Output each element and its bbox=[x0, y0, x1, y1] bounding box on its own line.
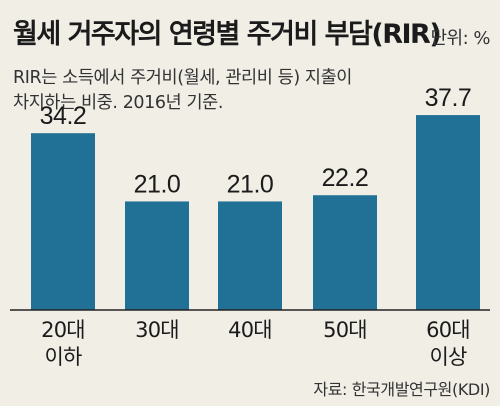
category-label: 60대 bbox=[426, 318, 470, 342]
subtitle-line: RIR는 소득에서 주거비(월세, 관리비 등) 지출이 bbox=[13, 68, 353, 88]
source-note: 자료: 한국개발연구원(KDI) bbox=[313, 380, 490, 399]
value-label: 34.2 bbox=[40, 102, 87, 130]
value-label: 37.7 bbox=[425, 84, 472, 112]
bar bbox=[313, 195, 377, 310]
chart-title: 월세 거주자의 연령별 주거비 부담(RIR) bbox=[13, 19, 442, 50]
bar bbox=[416, 115, 480, 310]
chart-subtitle: RIR는 소득에서 주거비(월세, 관리비 등) 지출이 차지하는 비중. 20… bbox=[13, 66, 433, 116]
category-label: 이상 bbox=[429, 345, 467, 369]
category-label: 이하 bbox=[44, 345, 82, 369]
category-label: 40대 bbox=[228, 318, 272, 342]
category-label: 20대 bbox=[41, 318, 85, 342]
bar bbox=[31, 133, 95, 310]
value-label: 22.2 bbox=[322, 164, 369, 192]
value-label: 21.0 bbox=[134, 170, 181, 198]
subtitle-line: 차지하는 비중. 2016년 기준. bbox=[13, 93, 224, 113]
bar bbox=[218, 201, 282, 310]
value-label: 21.0 bbox=[227, 170, 274, 198]
category-label: 30대 bbox=[135, 318, 179, 342]
category-label: 50대 bbox=[323, 318, 367, 342]
bar bbox=[125, 201, 189, 310]
unit-label: 단위: % bbox=[430, 28, 490, 49]
